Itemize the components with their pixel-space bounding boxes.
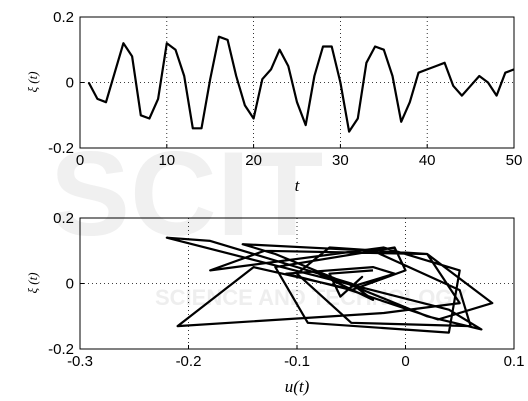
top-y-tick-labels: -0.2 0 0.2 bbox=[48, 9, 74, 157]
bottom-y-tick-labels: -0.2 0 0.2 bbox=[48, 210, 74, 358]
bottom-x-tick-label: -0.2 bbox=[176, 353, 202, 370]
top-y-axis-label: ξ (t) bbox=[25, 71, 40, 92]
top-x-axis-label: t bbox=[295, 176, 301, 195]
top-x-tick-label: 0 bbox=[76, 152, 84, 169]
top-x-tick-label: 20 bbox=[245, 152, 262, 169]
bottom-y-axis-label: ξ (t) bbox=[25, 272, 40, 293]
time-series-panel: 0 10 20 30 40 50 -0.200.2 t ξ (t) bbox=[25, 9, 522, 195]
bottom-x-tick-label: 0.1 bbox=[504, 353, 525, 370]
phase-plot-panel: -0.3 -0.2 -0.1 0 0.1 -0.200.2 u(t) ξ (t) bbox=[25, 210, 524, 396]
top-x-tick-label: 30 bbox=[332, 152, 349, 169]
xi-time-series-line bbox=[87, 35, 515, 133]
bottom-x-tick-label: 0 bbox=[401, 353, 409, 370]
bottom-y-tick-label: -0.2 bbox=[48, 341, 74, 358]
top-axes-frame bbox=[79, 16, 515, 149]
bottom-x-tick-label: -0.3 bbox=[67, 353, 93, 370]
bottom-y-tick-label: 0 bbox=[66, 276, 74, 293]
bottom-x-tick-labels: -0.3 -0.2 -0.1 0 0.1 bbox=[67, 353, 524, 370]
top-x-tick-label: 50 bbox=[506, 152, 523, 169]
top-x-tick-label: 10 bbox=[158, 152, 175, 169]
top-y-tick-label: -0.2 bbox=[48, 140, 74, 157]
bottom-axes-frame bbox=[79, 217, 515, 350]
bottom-x-axis-label: u(t) bbox=[285, 377, 310, 396]
top-y-tick-label: 0 bbox=[66, 75, 74, 92]
bottom-x-tick-label: -0.1 bbox=[284, 353, 310, 370]
top-y-tick-label: 0.2 bbox=[53, 9, 74, 26]
svg-text:SCIT: SCIT bbox=[50, 127, 323, 261]
top-x-tick-labels: 0 10 20 30 40 50 bbox=[76, 152, 523, 169]
top-x-tick-label: 40 bbox=[419, 152, 436, 169]
bottom-y-tick-label: 0.2 bbox=[53, 210, 74, 227]
svg-text:SCIENCE AND TECHNOLOGY: SCIENCE AND TECHNOLOGY bbox=[155, 285, 467, 310]
phase-trajectory-line bbox=[165, 236, 494, 334]
